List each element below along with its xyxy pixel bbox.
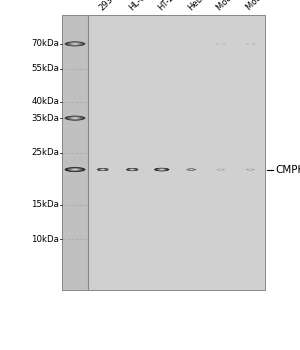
Ellipse shape — [245, 43, 255, 45]
Ellipse shape — [66, 168, 84, 172]
Text: HT-29: HT-29 — [156, 0, 180, 12]
Ellipse shape — [156, 168, 168, 171]
Ellipse shape — [247, 169, 253, 170]
Ellipse shape — [159, 169, 165, 170]
Ellipse shape — [100, 169, 105, 170]
Text: 293T: 293T — [98, 0, 118, 12]
Text: 40kDa: 40kDa — [31, 97, 59, 106]
Ellipse shape — [248, 43, 252, 44]
Ellipse shape — [155, 168, 169, 171]
Ellipse shape — [187, 169, 195, 170]
Ellipse shape — [101, 169, 105, 170]
Ellipse shape — [64, 116, 86, 121]
Ellipse shape — [131, 169, 134, 170]
Ellipse shape — [127, 168, 138, 171]
Ellipse shape — [218, 169, 224, 170]
Text: HeLa: HeLa — [186, 0, 207, 12]
Ellipse shape — [66, 116, 84, 120]
Ellipse shape — [189, 169, 194, 170]
Ellipse shape — [249, 169, 252, 170]
Text: Mouse brain: Mouse brain — [215, 0, 258, 12]
Ellipse shape — [158, 169, 166, 170]
Ellipse shape — [68, 117, 82, 120]
Bar — [62, 15, 265, 290]
Ellipse shape — [161, 169, 163, 170]
Ellipse shape — [248, 169, 252, 170]
Ellipse shape — [219, 169, 222, 170]
Ellipse shape — [248, 169, 253, 170]
Ellipse shape — [99, 169, 106, 170]
Ellipse shape — [101, 169, 104, 170]
Ellipse shape — [129, 169, 135, 170]
Ellipse shape — [218, 169, 224, 170]
Ellipse shape — [247, 43, 253, 44]
Ellipse shape — [131, 169, 133, 170]
Ellipse shape — [100, 169, 106, 170]
Ellipse shape — [217, 43, 225, 44]
Ellipse shape — [218, 169, 223, 170]
Ellipse shape — [218, 43, 224, 44]
Ellipse shape — [220, 169, 222, 170]
Ellipse shape — [130, 169, 134, 170]
Text: CMPK1: CMPK1 — [275, 164, 300, 175]
Ellipse shape — [98, 168, 108, 171]
Ellipse shape — [72, 43, 78, 45]
Ellipse shape — [64, 41, 86, 46]
Text: 35kDa: 35kDa — [31, 114, 59, 122]
Ellipse shape — [188, 169, 195, 170]
Ellipse shape — [128, 168, 137, 171]
Text: 10kDa: 10kDa — [31, 234, 59, 244]
Ellipse shape — [189, 169, 193, 170]
Ellipse shape — [190, 169, 192, 170]
Ellipse shape — [217, 169, 224, 170]
Ellipse shape — [186, 169, 196, 170]
Ellipse shape — [72, 117, 78, 119]
Ellipse shape — [154, 168, 170, 171]
Text: 15kDa: 15kDa — [31, 200, 59, 209]
Ellipse shape — [126, 168, 138, 171]
Text: 55kDa: 55kDa — [31, 64, 59, 73]
Ellipse shape — [74, 118, 76, 119]
Text: 25kDa: 25kDa — [31, 148, 59, 157]
Ellipse shape — [159, 169, 164, 170]
Text: 70kDa: 70kDa — [31, 40, 59, 48]
Ellipse shape — [217, 169, 225, 170]
Ellipse shape — [68, 42, 82, 46]
Ellipse shape — [246, 169, 254, 170]
Ellipse shape — [157, 168, 167, 170]
Bar — [62, 15, 88, 290]
Ellipse shape — [246, 169, 254, 170]
Ellipse shape — [128, 169, 136, 170]
Ellipse shape — [219, 169, 223, 170]
Ellipse shape — [68, 168, 82, 171]
Ellipse shape — [160, 169, 164, 170]
Ellipse shape — [98, 168, 107, 171]
Ellipse shape — [74, 169, 76, 170]
Ellipse shape — [64, 167, 86, 172]
Ellipse shape — [72, 169, 78, 170]
Ellipse shape — [128, 168, 136, 171]
Ellipse shape — [219, 43, 223, 44]
Ellipse shape — [187, 169, 196, 170]
Ellipse shape — [66, 42, 84, 46]
Ellipse shape — [97, 168, 109, 171]
Text: HL-60: HL-60 — [127, 0, 151, 12]
Ellipse shape — [216, 43, 226, 45]
Ellipse shape — [156, 168, 167, 171]
Ellipse shape — [130, 169, 135, 170]
Ellipse shape — [190, 169, 193, 170]
Ellipse shape — [70, 168, 80, 171]
Ellipse shape — [102, 169, 104, 170]
Ellipse shape — [246, 43, 254, 44]
Ellipse shape — [74, 43, 76, 44]
Ellipse shape — [188, 169, 194, 170]
Ellipse shape — [99, 168, 107, 170]
Ellipse shape — [70, 43, 80, 45]
Text: Mouse kidney: Mouse kidney — [245, 0, 292, 12]
Ellipse shape — [248, 169, 252, 170]
Ellipse shape — [70, 117, 80, 119]
Ellipse shape — [247, 169, 254, 170]
